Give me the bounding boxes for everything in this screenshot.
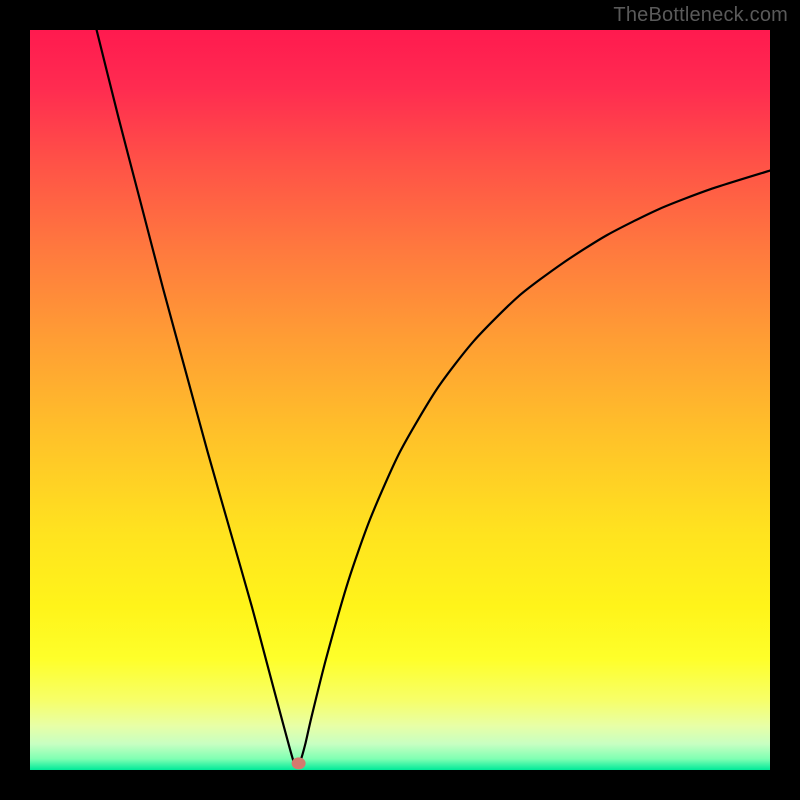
watermark-text: TheBottleneck.com <box>613 4 788 27</box>
chart-frame: TheBottleneck.com <box>0 0 800 800</box>
minimum-marker <box>292 757 306 769</box>
plot-area <box>30 30 770 770</box>
bottleneck-curve <box>30 30 770 770</box>
